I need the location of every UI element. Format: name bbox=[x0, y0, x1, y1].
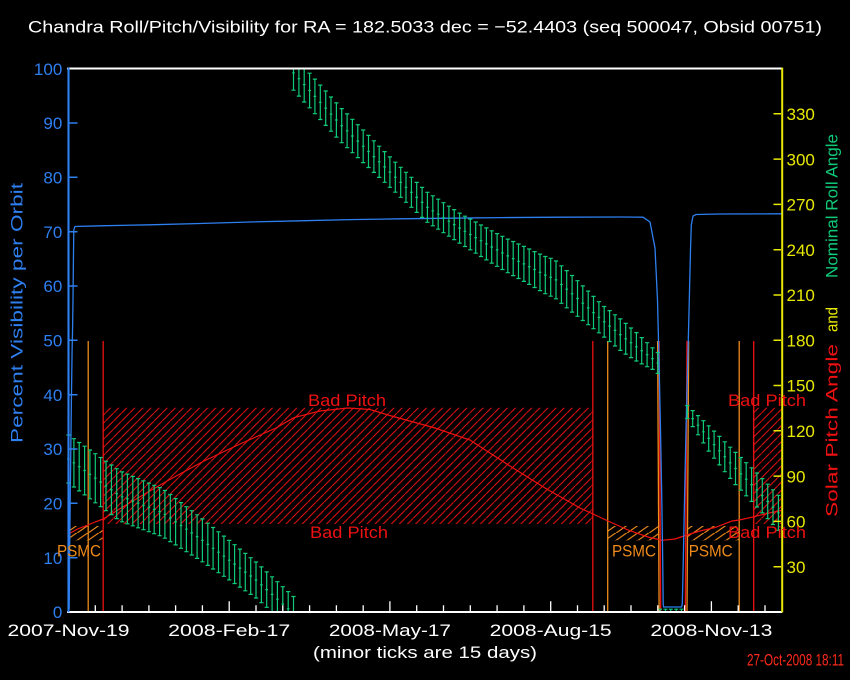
svg-text:330: 330 bbox=[787, 105, 815, 124]
svg-text:30: 30 bbox=[43, 440, 62, 459]
svg-text:90: 90 bbox=[787, 467, 806, 486]
svg-text:100: 100 bbox=[34, 60, 62, 79]
svg-text:20: 20 bbox=[43, 495, 62, 514]
svg-text:90: 90 bbox=[43, 114, 62, 133]
svg-text:180: 180 bbox=[787, 332, 815, 351]
svg-text:80: 80 bbox=[43, 169, 62, 188]
svg-text:70: 70 bbox=[43, 223, 62, 242]
svg-text:300: 300 bbox=[787, 150, 815, 169]
svg-text:Bad Pitch: Bad Pitch bbox=[728, 391, 806, 410]
svg-text:Nominal Roll Angle: Nominal Roll Angle bbox=[823, 134, 842, 278]
svg-text:2008-May-17: 2008-May-17 bbox=[329, 621, 451, 640]
svg-text:Solar Pitch Angle: Solar Pitch Angle bbox=[823, 344, 842, 517]
svg-text:PSMC: PSMC bbox=[612, 542, 656, 561]
svg-text:150: 150 bbox=[787, 377, 815, 396]
svg-text:10: 10 bbox=[43, 549, 62, 568]
svg-text:2008-Aug-15: 2008-Aug-15 bbox=[490, 621, 612, 640]
svg-text:(minor ticks are 15 days): (minor ticks are 15 days) bbox=[313, 643, 537, 662]
svg-text:40: 40 bbox=[43, 386, 62, 405]
svg-text:0: 0 bbox=[53, 603, 62, 622]
svg-text:PSMC: PSMC bbox=[57, 542, 101, 561]
svg-text:2007-Nov-19: 2007-Nov-19 bbox=[8, 621, 130, 640]
svg-text:30: 30 bbox=[787, 558, 806, 577]
svg-text:2008-Nov-13: 2008-Nov-13 bbox=[650, 621, 772, 640]
svg-text:PSMC: PSMC bbox=[689, 542, 733, 561]
svg-text:and: and bbox=[823, 307, 842, 332]
svg-text:2008-Feb-17: 2008-Feb-17 bbox=[168, 621, 290, 640]
svg-text:Bad Pitch: Bad Pitch bbox=[728, 523, 806, 542]
svg-text:Percent Visibility per Orbit: Percent Visibility per Orbit bbox=[8, 183, 27, 443]
svg-text:Bad Pitch: Bad Pitch bbox=[310, 523, 388, 542]
svg-text:210: 210 bbox=[787, 286, 815, 305]
svg-text:60: 60 bbox=[787, 513, 806, 532]
svg-text:Bad Pitch: Bad Pitch bbox=[308, 391, 386, 410]
svg-text:Chandra Roll/Pitch/Visibility: Chandra Roll/Pitch/Visibility for RA = 1… bbox=[28, 17, 822, 36]
svg-text:50: 50 bbox=[43, 332, 62, 351]
svg-text:240: 240 bbox=[787, 241, 815, 260]
svg-text:120: 120 bbox=[787, 422, 815, 441]
svg-text:60: 60 bbox=[43, 277, 62, 296]
svg-text:270: 270 bbox=[787, 196, 815, 215]
svg-text:27-Oct-2008 18:11: 27-Oct-2008 18:11 bbox=[747, 651, 844, 670]
